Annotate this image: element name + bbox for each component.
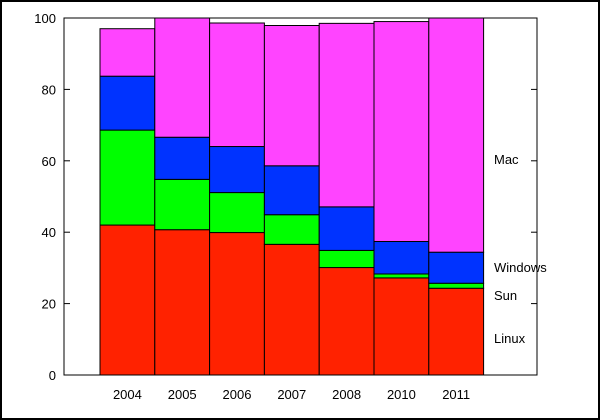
y-tick-label-0: 0 (49, 368, 56, 383)
x-tick-label-2011: 2011 (442, 387, 470, 402)
x-tick-label-2008: 2008 (332, 387, 361, 402)
bar-segment-mac-2008 (318, 22, 375, 208)
y-tick-label-20: 20 (42, 297, 56, 312)
bar-segment-sun-2010 (373, 273, 430, 279)
bar-segment-sun-2004 (99, 129, 156, 226)
y-tick-label-100: 100 (34, 11, 56, 26)
legend-label-linux: Linux (494, 331, 526, 346)
bar-segment-sun-2006 (209, 192, 265, 234)
bar-segment-linux-2008 (318, 267, 375, 376)
ticks-layer (64, 17, 537, 376)
bar-segment-mac-2004 (99, 28, 156, 77)
legend-label-mac: Mac (494, 152, 519, 167)
bar-segment-windows-2004 (99, 75, 156, 131)
x-tick-label-2005: 2005 (168, 387, 197, 402)
bar-segment-linux-2005 (154, 229, 211, 376)
y-tick-label-40: 40 (42, 225, 56, 240)
bar-segment-linux-2004 (99, 224, 156, 376)
bar-segment-windows-2005 (154, 136, 211, 180)
x-tick-labels: 2004 2005 2006 2007 2008 2010 2011 (113, 387, 470, 402)
bar-segment-linux-2006 (209, 232, 265, 376)
bar-segment-mac-2007 (263, 25, 320, 167)
bar-segment-windows-2007 (263, 165, 320, 216)
bar-segment-mac-2011 (428, 17, 485, 253)
bar-segment-mac-2005 (154, 17, 211, 138)
legend: Linux Sun Windows Mac (494, 152, 547, 346)
y-tick-label-80: 80 (42, 82, 56, 97)
bar-segment-sun-2008 (318, 249, 375, 269)
bar-segment-sun-2011 (428, 282, 485, 289)
bar-segment-windows-2010 (373, 240, 430, 275)
x-tick-label-2006: 2006 (223, 387, 252, 402)
bar-segment-mac-2010 (373, 21, 430, 242)
bar-segment-linux-2011 (428, 287, 485, 376)
legend-label-windows: Windows (494, 260, 547, 275)
y-tick-labels: 0 20 40 60 80 100 (34, 11, 56, 383)
y-tick-label-60: 60 (42, 154, 56, 169)
bar-segment-mac-2006 (209, 22, 265, 148)
bar-segment-windows-2008 (318, 206, 375, 251)
bar-segment-sun-2007 (263, 214, 320, 245)
legend-label-sun: Sun (494, 288, 517, 303)
bars-layer (99, 17, 485, 376)
x-tick-label-2007: 2007 (277, 387, 306, 402)
bar-segment-windows-2006 (209, 146, 265, 194)
plot-frame (63, 17, 538, 376)
bar-segment-windows-2011 (428, 251, 485, 284)
bar-segment-linux-2007 (263, 243, 320, 376)
x-tick-label-2010: 2010 (387, 387, 416, 402)
bar-segment-sun-2005 (154, 178, 211, 231)
x-tick-label-2004: 2004 (113, 387, 142, 402)
bar-segment-linux-2010 (373, 277, 430, 376)
